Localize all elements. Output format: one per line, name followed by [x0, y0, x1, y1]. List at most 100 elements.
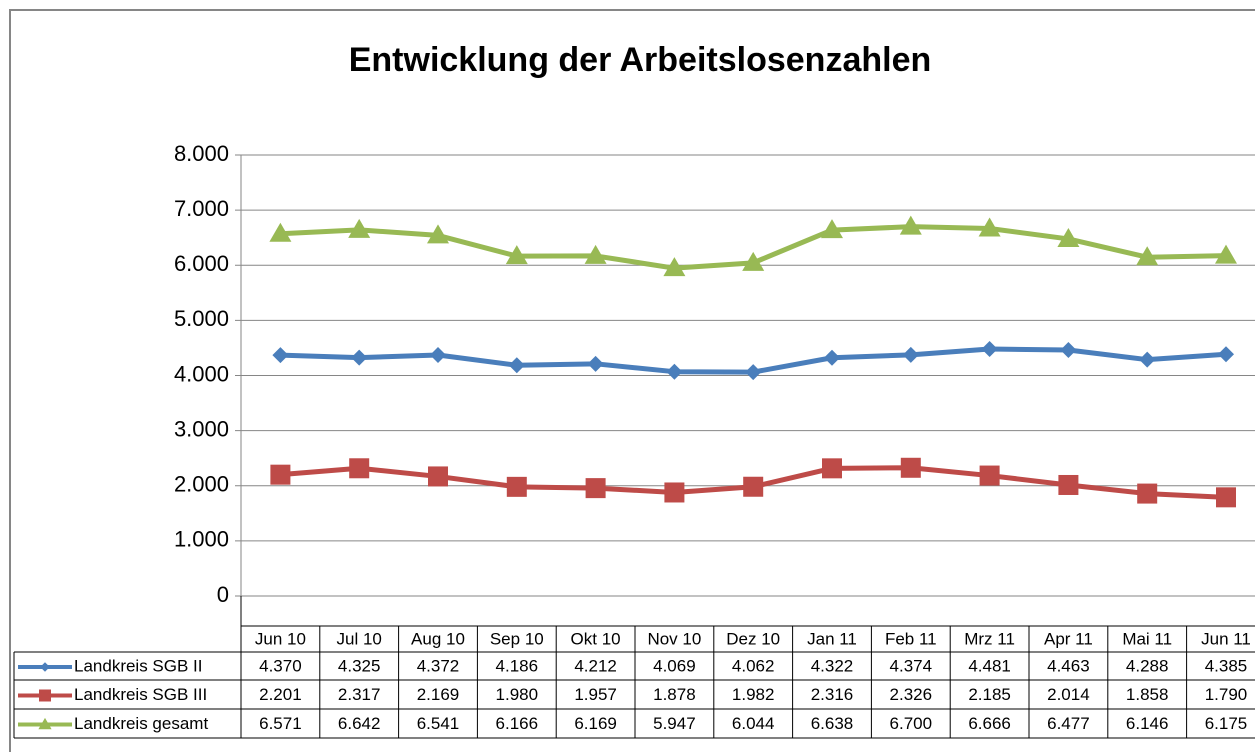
y-tick-label: 6.000 — [174, 251, 229, 276]
table-value: 4.212 — [574, 656, 617, 675]
table-value: 6.169 — [574, 714, 617, 733]
table-value: 5.947 — [653, 714, 696, 733]
legend-marker — [38, 717, 52, 730]
marker — [508, 357, 525, 374]
x-tick-label: Jul 10 — [337, 629, 382, 648]
y-tick-label: 4.000 — [174, 361, 229, 386]
table-value: 4.325 — [338, 656, 381, 675]
x-tick-label: Apr 11 — [1044, 629, 1093, 648]
marker — [979, 465, 1000, 486]
y-tick-label: 0 — [217, 582, 229, 607]
x-tick-label: Jan 11 — [807, 629, 857, 648]
table-value: 4.370 — [259, 656, 302, 675]
table-value: 1.790 — [1205, 685, 1248, 704]
x-tick-label: Dez 10 — [726, 629, 780, 648]
marker — [743, 476, 764, 497]
marker — [664, 482, 685, 503]
table-value: 6.146 — [1126, 714, 1169, 733]
marker — [1137, 483, 1158, 504]
marker — [822, 458, 842, 479]
x-tick-label: Mrz 11 — [964, 629, 1015, 648]
marker — [505, 245, 528, 265]
table-value: 6.166 — [496, 714, 539, 733]
table-value: 6.044 — [732, 714, 775, 733]
x-tick-label: Mai 11 — [1122, 629, 1172, 648]
table-value: 4.481 — [968, 656, 1011, 675]
table-value: 6.666 — [968, 714, 1011, 733]
table-value: 6.541 — [417, 714, 460, 733]
x-tick-label: Okt 10 — [571, 629, 621, 648]
table-value: 6.175 — [1205, 714, 1248, 733]
table-value: 1.858 — [1126, 685, 1169, 704]
y-tick-label: 2.000 — [174, 472, 229, 497]
marker — [663, 257, 686, 277]
x-tick-label: Jun 11 — [1201, 629, 1251, 648]
marker — [1136, 246, 1159, 266]
marker — [585, 478, 606, 499]
marker — [899, 215, 922, 235]
marker — [745, 364, 762, 381]
table-value: 6.477 — [1047, 714, 1090, 733]
table-value: 6.571 — [259, 714, 302, 733]
y-tick-label: 5.000 — [174, 306, 229, 331]
marker — [1216, 487, 1236, 508]
marker — [981, 340, 998, 357]
y-tick-label: 1.000 — [174, 527, 229, 552]
marker — [427, 224, 449, 244]
x-tick-label: Sep 10 — [490, 629, 544, 648]
table-value: 6.642 — [338, 714, 381, 733]
table-value: 4.062 — [732, 656, 775, 675]
table-value: 1.878 — [653, 685, 696, 704]
chart-title: Entwicklung der Arbeitslosenzahlen — [349, 41, 932, 79]
marker — [666, 363, 683, 380]
y-tick-label: 7.000 — [174, 196, 229, 221]
table-value: 4.374 — [890, 656, 933, 675]
table-value: 4.385 — [1205, 656, 1248, 675]
marker — [821, 219, 843, 239]
marker — [1139, 351, 1156, 368]
marker — [272, 347, 289, 364]
table-value: 4.288 — [1126, 656, 1169, 675]
x-tick-label: Nov 10 — [647, 629, 701, 648]
marker — [430, 346, 446, 363]
table-value: 4.186 — [496, 656, 539, 675]
marker — [1218, 346, 1234, 363]
table-value: 4.069 — [653, 656, 696, 675]
marker — [742, 251, 765, 271]
marker — [351, 349, 368, 366]
table-value: 2.014 — [1047, 685, 1090, 704]
marker — [269, 222, 292, 242]
marker — [902, 346, 919, 363]
table-value: 2.169 — [417, 685, 460, 704]
table-value: 2.316 — [811, 685, 854, 704]
y-tick-label: 8.000 — [174, 141, 229, 166]
marker — [584, 244, 607, 264]
legend-marker — [39, 689, 51, 702]
marker — [270, 464, 291, 485]
table-value: 6.700 — [890, 714, 933, 733]
table-value: 2.185 — [968, 685, 1011, 704]
legend-label: Landkreis SGB III — [74, 685, 207, 704]
table-value: 2.317 — [338, 685, 381, 704]
x-tick-label: Feb 11 — [885, 629, 937, 648]
table-value: 4.463 — [1047, 656, 1090, 675]
table-value: 2.201 — [259, 685, 302, 704]
marker — [348, 218, 371, 238]
marker — [1057, 227, 1080, 247]
marker — [900, 457, 921, 478]
x-tick-label: Jun 10 — [255, 629, 306, 648]
table-value: 1.982 — [732, 685, 775, 704]
legend-label: Landkreis gesamt — [74, 714, 208, 733]
marker — [349, 458, 370, 479]
table-value: 4.322 — [811, 656, 854, 675]
chart-border — [9, 9, 1255, 752]
table-value: 2.326 — [890, 685, 933, 704]
table-value: 1.980 — [496, 685, 539, 704]
marker — [428, 466, 448, 487]
marker — [506, 476, 527, 497]
y-tick-label: 3.000 — [174, 416, 229, 441]
table-value: 6.638 — [811, 714, 854, 733]
x-tick-label: Aug 10 — [411, 629, 465, 648]
table-value: 1.957 — [574, 685, 617, 704]
